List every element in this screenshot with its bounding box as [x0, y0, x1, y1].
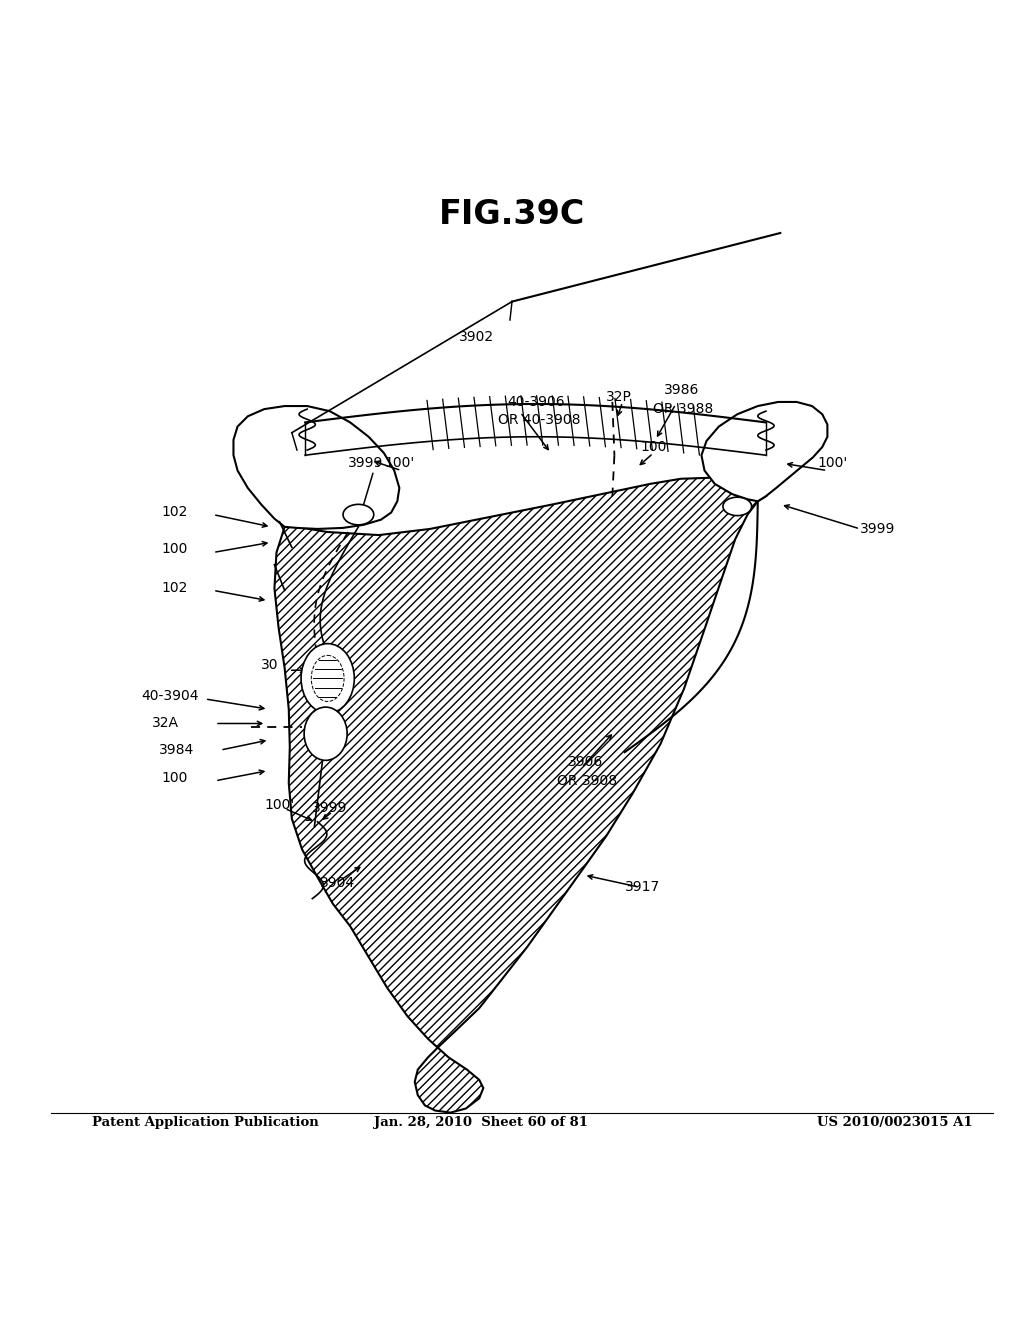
- Text: 102: 102: [162, 504, 188, 519]
- Text: 30: 30: [261, 659, 279, 672]
- Text: Jan. 28, 2010  Sheet 60 of 81: Jan. 28, 2010 Sheet 60 of 81: [375, 1117, 588, 1130]
- Text: 100': 100': [817, 457, 848, 470]
- Text: 40-3904: 40-3904: [141, 689, 199, 702]
- Text: 102: 102: [162, 581, 188, 595]
- Text: 3984: 3984: [159, 743, 194, 758]
- Text: US 2010/0023015 A1: US 2010/0023015 A1: [817, 1117, 973, 1130]
- Text: 40-3906: 40-3906: [507, 395, 564, 409]
- Text: 3999: 3999: [348, 457, 384, 470]
- Text: 32A: 32A: [152, 717, 178, 730]
- Text: 3986: 3986: [664, 383, 699, 397]
- Ellipse shape: [723, 498, 752, 516]
- Text: 100: 100: [640, 440, 667, 454]
- Polygon shape: [274, 478, 766, 1113]
- Ellipse shape: [301, 644, 354, 713]
- Polygon shape: [701, 403, 827, 502]
- Text: 100': 100': [264, 799, 295, 812]
- Text: OR 3908: OR 3908: [557, 774, 617, 788]
- Text: 100: 100: [162, 771, 188, 785]
- Ellipse shape: [343, 504, 374, 525]
- Text: 100: 100: [162, 543, 188, 557]
- Text: FIG.39C: FIG.39C: [439, 198, 585, 231]
- Ellipse shape: [311, 656, 344, 701]
- Polygon shape: [233, 407, 399, 529]
- Text: 3917: 3917: [625, 880, 659, 895]
- Text: 3902: 3902: [459, 330, 494, 345]
- Text: 100': 100': [384, 457, 415, 470]
- Text: 3906: 3906: [568, 755, 603, 770]
- Text: OR 40-3908: OR 40-3908: [498, 413, 581, 428]
- Ellipse shape: [304, 708, 347, 760]
- Text: 3999: 3999: [860, 521, 896, 536]
- Text: OR 3988: OR 3988: [653, 403, 714, 416]
- Text: 3904: 3904: [319, 876, 354, 890]
- Text: 32P: 32P: [606, 389, 632, 404]
- Text: Patent Application Publication: Patent Application Publication: [92, 1117, 318, 1130]
- Text: 3999: 3999: [312, 801, 348, 816]
